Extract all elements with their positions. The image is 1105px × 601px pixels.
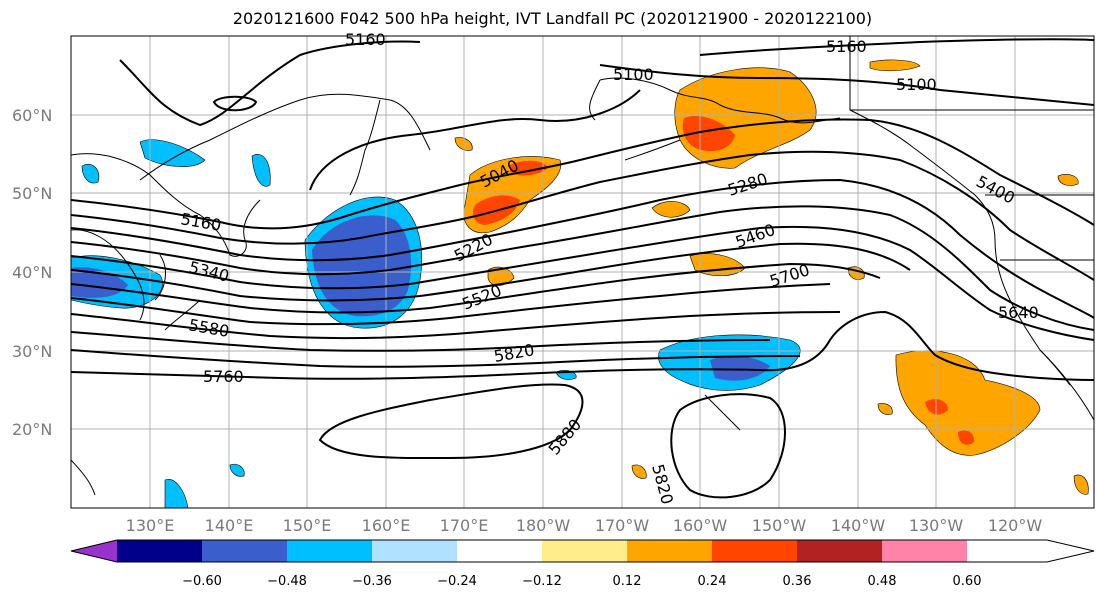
lon-tick-label: 140°W bbox=[831, 516, 886, 535]
colorbar: −0.60 −0.48 −0.36 −0.24 −0.12 0.12 0.24 … bbox=[70, 539, 1095, 589]
height-contours bbox=[71, 38, 1094, 499]
contour-label: 5160 bbox=[345, 30, 386, 49]
negative-region bbox=[81, 163, 100, 184]
negative-region bbox=[251, 154, 271, 187]
contour-label: 5220 bbox=[451, 230, 496, 266]
contour-label: 5100 bbox=[613, 65, 654, 84]
negative-region bbox=[710, 355, 770, 381]
contour-label: 5640 bbox=[998, 303, 1039, 322]
colorbar-segment bbox=[967, 540, 1094, 562]
lat-tick-label: 60°N bbox=[12, 106, 52, 125]
contour-label: 5340 bbox=[187, 257, 231, 285]
contour-label: 5400 bbox=[973, 172, 1018, 208]
lon-tick-label: 160°E bbox=[362, 516, 411, 535]
contour-label: 5280 bbox=[725, 169, 770, 200]
colorbar-tick-label: 0.48 bbox=[868, 574, 897, 589]
lon-tick-label: 160°W bbox=[673, 516, 728, 535]
colorbar-tick-label: 0.60 bbox=[953, 574, 982, 589]
contour-label: 5160 bbox=[826, 37, 867, 56]
coastlines bbox=[71, 36, 1094, 496]
colorbar-tick-label: −0.12 bbox=[522, 574, 562, 589]
colorbar-tick-label: −0.36 bbox=[352, 574, 392, 589]
colorbar-segment bbox=[712, 540, 797, 562]
map-frame bbox=[70, 35, 1095, 509]
lon-tick-label: 130°W bbox=[909, 516, 964, 535]
lat-tick-label: 50°N bbox=[12, 184, 52, 203]
colorbar-tick-label: 0.36 bbox=[783, 574, 812, 589]
positive-region bbox=[877, 403, 893, 415]
colorbar-tick-label: −0.48 bbox=[267, 574, 307, 589]
lat-tick-labels: 60°N 50°N 40°N 30°N 20°N bbox=[12, 106, 52, 439]
lat-tick-label: 30°N bbox=[12, 342, 52, 361]
colorbar-segment bbox=[117, 540, 202, 562]
colorbar-tick-label: −0.24 bbox=[437, 574, 477, 589]
lon-tick-label: 130°E bbox=[126, 516, 175, 535]
map-title: 2020121600 F042 500 hPa height, IVT Land… bbox=[232, 9, 873, 28]
positive-region bbox=[1057, 174, 1079, 186]
positive-region bbox=[1073, 474, 1089, 495]
contour-label: 5100 bbox=[896, 75, 937, 94]
colorbar-tick-label: −0.60 bbox=[182, 574, 222, 589]
colorbar-outline bbox=[70, 539, 1095, 563]
positive-region bbox=[631, 464, 647, 479]
contour-label: 5820 bbox=[648, 462, 677, 506]
colorbar-segment bbox=[882, 540, 967, 562]
lat-tick-label: 40°N bbox=[12, 263, 52, 282]
contour-label: 5880 bbox=[545, 415, 586, 458]
colorbar-segment bbox=[457, 540, 542, 562]
negative-region bbox=[164, 479, 189, 508]
colorbar-segment bbox=[372, 540, 457, 562]
colorbar-segment bbox=[542, 540, 627, 562]
colorbar-segment bbox=[797, 540, 882, 562]
lon-tick-label: 170°E bbox=[440, 516, 489, 535]
lon-tick-label: 150°W bbox=[752, 516, 807, 535]
lon-tick-label: 120°W bbox=[988, 516, 1043, 535]
lat-tick-label: 20°N bbox=[12, 420, 52, 439]
lon-tick-label: 180°W bbox=[516, 516, 571, 535]
contour-label: 5820 bbox=[492, 340, 535, 366]
colorbar-segment bbox=[71, 540, 117, 562]
lon-tick-label: 170°W bbox=[595, 516, 650, 535]
colorbar-segment bbox=[627, 540, 712, 562]
contour-label: 5760 bbox=[203, 367, 244, 386]
positive-region bbox=[869, 59, 921, 72]
colorbar-segment bbox=[287, 540, 372, 562]
lon-tick-label: 140°E bbox=[205, 516, 254, 535]
lon-tick-labels: 130°E 140°E 150°E 160°E 170°E 180°W 170°… bbox=[126, 516, 1043, 535]
positive-region bbox=[651, 201, 691, 218]
positive-region bbox=[682, 115, 735, 152]
lon-tick-label: 150°E bbox=[283, 516, 332, 535]
colorbar-tick-label: 0.24 bbox=[698, 574, 727, 589]
colorbar-segment bbox=[202, 540, 287, 562]
positive-region bbox=[958, 430, 975, 445]
contour-label: 5520 bbox=[459, 281, 504, 314]
colorbar-tick-label: 0.12 bbox=[613, 574, 642, 589]
negative-region bbox=[229, 463, 245, 477]
negative-region bbox=[139, 139, 206, 167]
